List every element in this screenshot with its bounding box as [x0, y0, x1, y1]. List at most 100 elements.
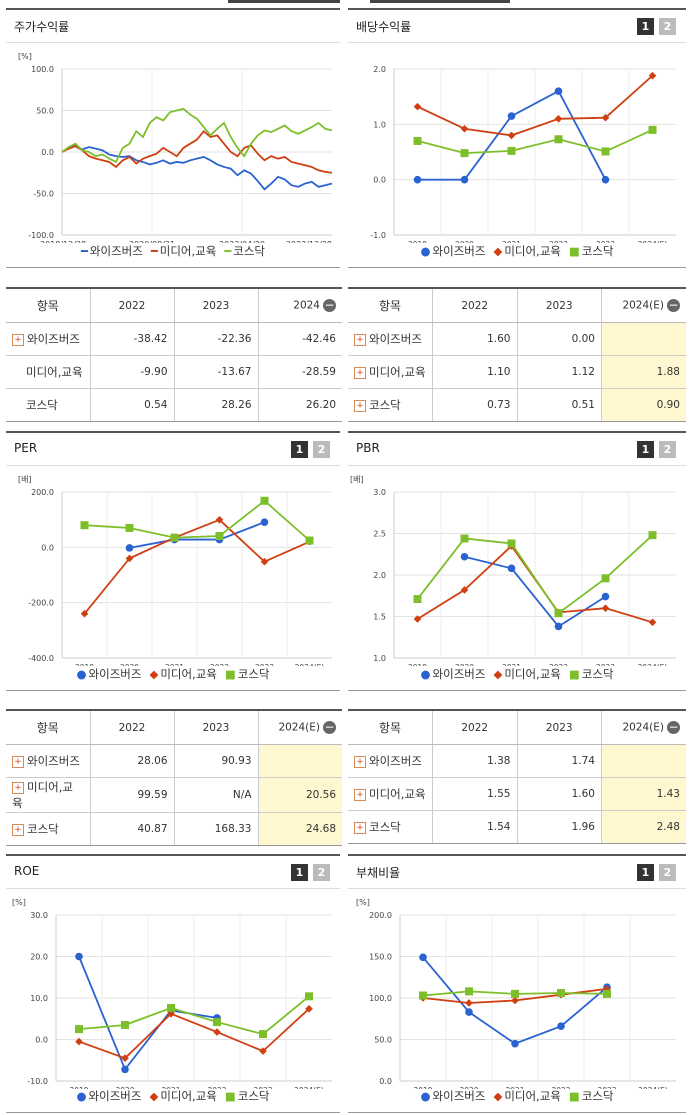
header-label: 항목 [378, 299, 402, 313]
row-label-cell[interactable]: + 와이즈버즈 [6, 744, 90, 778]
data-point-media [125, 554, 134, 563]
data-point-media [507, 131, 516, 140]
legend-item-kosdaq[interactable]: ━ 코스닥 [224, 244, 265, 258]
page-2-button[interactable]: 2 [659, 18, 676, 35]
legend-symbol: ■ [568, 244, 580, 258]
legend-item-wise[interactable]: ━ 와이즈버즈 [81, 244, 143, 258]
row-label-cell[interactable]: + 와이즈버즈 [348, 322, 433, 356]
page-2-button[interactable]: 2 [659, 864, 676, 881]
row-label-cell[interactable]: + 코스닥 [348, 388, 433, 422]
row-label-cell[interactable]: + 미디어,교육 [6, 777, 90, 813]
value-cell: 1.60 [516, 777, 602, 811]
expand-row-icon[interactable]: + [354, 333, 366, 346]
column-header-year: 2022 [432, 709, 517, 745]
row-label: 미디어,교육 [12, 780, 73, 810]
y-tick-label: 10.0 [30, 994, 48, 1003]
legend-item-kosdaq[interactable]: ■ 코스닥 [569, 667, 614, 681]
data-point-wise [507, 564, 516, 573]
row-label-cell[interactable]: + 미디어,교육 [348, 355, 433, 389]
legend-symbol: ━ [150, 244, 158, 258]
panel-title: 배당수익률 [356, 20, 412, 34]
data-point-wise [460, 175, 469, 184]
expand-row-icon[interactable]: + [12, 333, 24, 346]
value-cell: -38.42 [89, 322, 174, 356]
data-point-kosdaq [80, 521, 89, 530]
row-label-cell[interactable]: + 와이즈버즈 [6, 322, 90, 356]
legend-item-kosdaq[interactable]: ■ 코스닥 [225, 667, 270, 681]
header-label: 2022 [118, 721, 146, 734]
value-cell: 24.68 [257, 812, 342, 846]
collapse-column-icon[interactable]: − [667, 720, 680, 734]
expand-row-icon[interactable]: + [12, 781, 24, 794]
legend-item-wise[interactable]: ● 와이즈버즈 [421, 667, 486, 681]
row-label-cell[interactable]: + 미디어,교육 [348, 777, 433, 811]
page-2-button[interactable]: 2 [313, 441, 330, 458]
legend-item-wise[interactable]: ● 와이즈버즈 [77, 1089, 142, 1103]
legend-item-kosdaq[interactable]: ■ 코스닥 [569, 244, 614, 258]
page-1-button[interactable]: 1 [637, 18, 654, 35]
expand-row-icon[interactable]: + [354, 755, 366, 768]
legend-symbol: ● [420, 667, 431, 681]
value-cell: 0.00 [516, 322, 602, 356]
value-cell [601, 322, 686, 356]
table-row: + 미디어,교육 99.59 N/A 20.56 [6, 777, 342, 813]
data-point-kosdaq [413, 136, 422, 145]
series-line-kosdaq [416, 534, 654, 615]
data-point-wise [413, 175, 422, 184]
legend-item-kosdaq[interactable]: ■ 코스닥 [225, 1089, 270, 1103]
y-tick-label: 2.0 [373, 65, 386, 74]
legend-label: 와이즈버즈 [432, 1089, 486, 1103]
data-point-kosdaq [259, 1030, 267, 1039]
header-label: 2024(E) [622, 299, 664, 312]
data-point-media [413, 102, 422, 111]
row-label-cell[interactable]: + 와이즈버즈 [348, 744, 433, 778]
page-2-button[interactable]: 2 [659, 441, 676, 458]
data-point-wise [121, 1065, 129, 1074]
y-tick-label: 0.0 [41, 543, 54, 552]
expand-row-icon[interactable]: + [354, 366, 366, 379]
page-1-button[interactable]: 1 [291, 864, 308, 881]
legend-item-media[interactable]: ◆ 미디어,교육 [493, 667, 560, 681]
legend-item-media[interactable]: ◆ 미디어,교육 [493, 244, 560, 258]
value-cell: 40.87 [89, 812, 174, 846]
expand-row-icon[interactable]: + [354, 399, 366, 412]
collapse-column-icon[interactable]: − [667, 298, 680, 312]
x-tick-label: 2018/12/28 [40, 240, 86, 243]
legend-item-media[interactable]: ◆ 미디어,교육 [493, 1089, 560, 1103]
debt-ratio-panel: 부채비율 1 2 [%] 200.0 150.0 100.0 50.0 0.0 2019 20… [348, 854, 686, 1113]
collapse-column-icon[interactable]: − [323, 298, 336, 312]
legend-item-kosdaq[interactable]: ■ 코스닥 [569, 1089, 614, 1103]
value-cell: 1.60 [432, 322, 517, 356]
axis-unit-label: [%] [18, 52, 32, 61]
expand-row-icon[interactable]: + [12, 755, 24, 768]
page-1-button[interactable]: 1 [291, 441, 308, 458]
page-2-button[interactable]: 2 [313, 864, 330, 881]
expand-row-icon[interactable]: + [354, 788, 366, 801]
legend-label: 와이즈버즈 [432, 244, 486, 258]
y-tick-label: 200.0 [369, 911, 392, 920]
legend-symbol: ● [420, 1089, 431, 1103]
legend-item-media[interactable]: ◆ 미디어,교육 [149, 1089, 216, 1103]
y-tick-label: 0.0 [379, 1077, 392, 1086]
legend-item-wise[interactable]: ● 와이즈버즈 [421, 1089, 486, 1103]
y-tick-label: 20.0 [30, 953, 48, 962]
legend-item-media[interactable]: ◆ 미디어,교육 [149, 667, 216, 681]
expand-row-icon[interactable]: + [12, 823, 24, 836]
legend-item-media[interactable]: ━ 미디어,교육 [151, 244, 217, 258]
x-tick-label: 2021 [502, 663, 521, 666]
data-point-wise [75, 952, 83, 961]
data-point-kosdaq [170, 533, 179, 542]
page-1-button[interactable]: 1 [637, 441, 654, 458]
expand-row-icon[interactable]: + [354, 821, 366, 834]
table-row: + 와이즈버즈 1.60 0.00 [348, 322, 686, 356]
collapse-column-icon[interactable]: − [323, 720, 336, 734]
row-label-cell[interactable]: + 코스닥 [348, 810, 433, 844]
page-1-button[interactable]: 1 [637, 864, 654, 881]
dividend-yield-table: 항목 2022 2023 2024(E) − + 와이즈버즈 1.60 0.00 + 미디어,교육 1… [348, 287, 686, 422]
row-label-cell[interactable]: + 코스닥 [6, 812, 90, 846]
legend-label: 미디어,교육 [504, 244, 561, 258]
data-point-media [213, 1028, 221, 1036]
legend-item-wise[interactable]: ● 와이즈버즈 [77, 667, 142, 681]
x-tick-label: 2024(E) [294, 1086, 324, 1089]
legend-item-wise[interactable]: ● 와이즈버즈 [421, 244, 486, 258]
